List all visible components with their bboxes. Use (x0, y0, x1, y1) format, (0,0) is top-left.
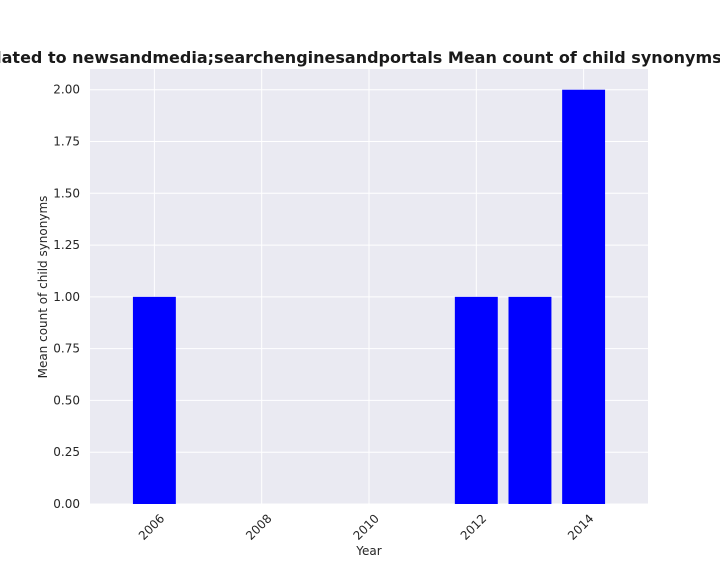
y-tick-label: 0.25 (53, 445, 80, 459)
x-tick-label: 2006 (136, 511, 167, 542)
y-tick-label: 1.00 (53, 290, 80, 304)
chart-title: are related to newsandmedia;searchengine… (0, 48, 720, 67)
x-axis-ticks: 2006 2008 2010 2012 2014 (136, 511, 597, 542)
bar-2012 (454, 296, 498, 504)
bar-2013 (508, 296, 552, 504)
y-tick-label: 1.25 (53, 238, 80, 252)
y-tick-label: 2.00 (53, 83, 80, 97)
y-tick-label: 0.00 (53, 497, 80, 511)
y-tick-label: 1.50 (53, 186, 80, 200)
bars (132, 89, 606, 504)
x-tick-label: 2008 (243, 511, 274, 542)
x-tick-label: 2014 (565, 511, 596, 542)
bar-2006 (132, 296, 176, 504)
y-tick-label: 0.75 (53, 342, 80, 356)
x-tick-label: 2012 (458, 511, 489, 542)
x-axis-label: Year (355, 544, 381, 558)
y-tick-label: 0.50 (53, 393, 80, 407)
y-axis-label: Mean count of child synonyms (36, 196, 50, 379)
y-tick-label: 1.75 (53, 135, 80, 149)
bar-2014 (562, 89, 606, 504)
x-tick-label: 2010 (350, 511, 381, 542)
y-axis-ticks: 0.00 0.25 0.50 0.75 1.00 1.25 1.50 1.75 2.00 (53, 83, 80, 511)
